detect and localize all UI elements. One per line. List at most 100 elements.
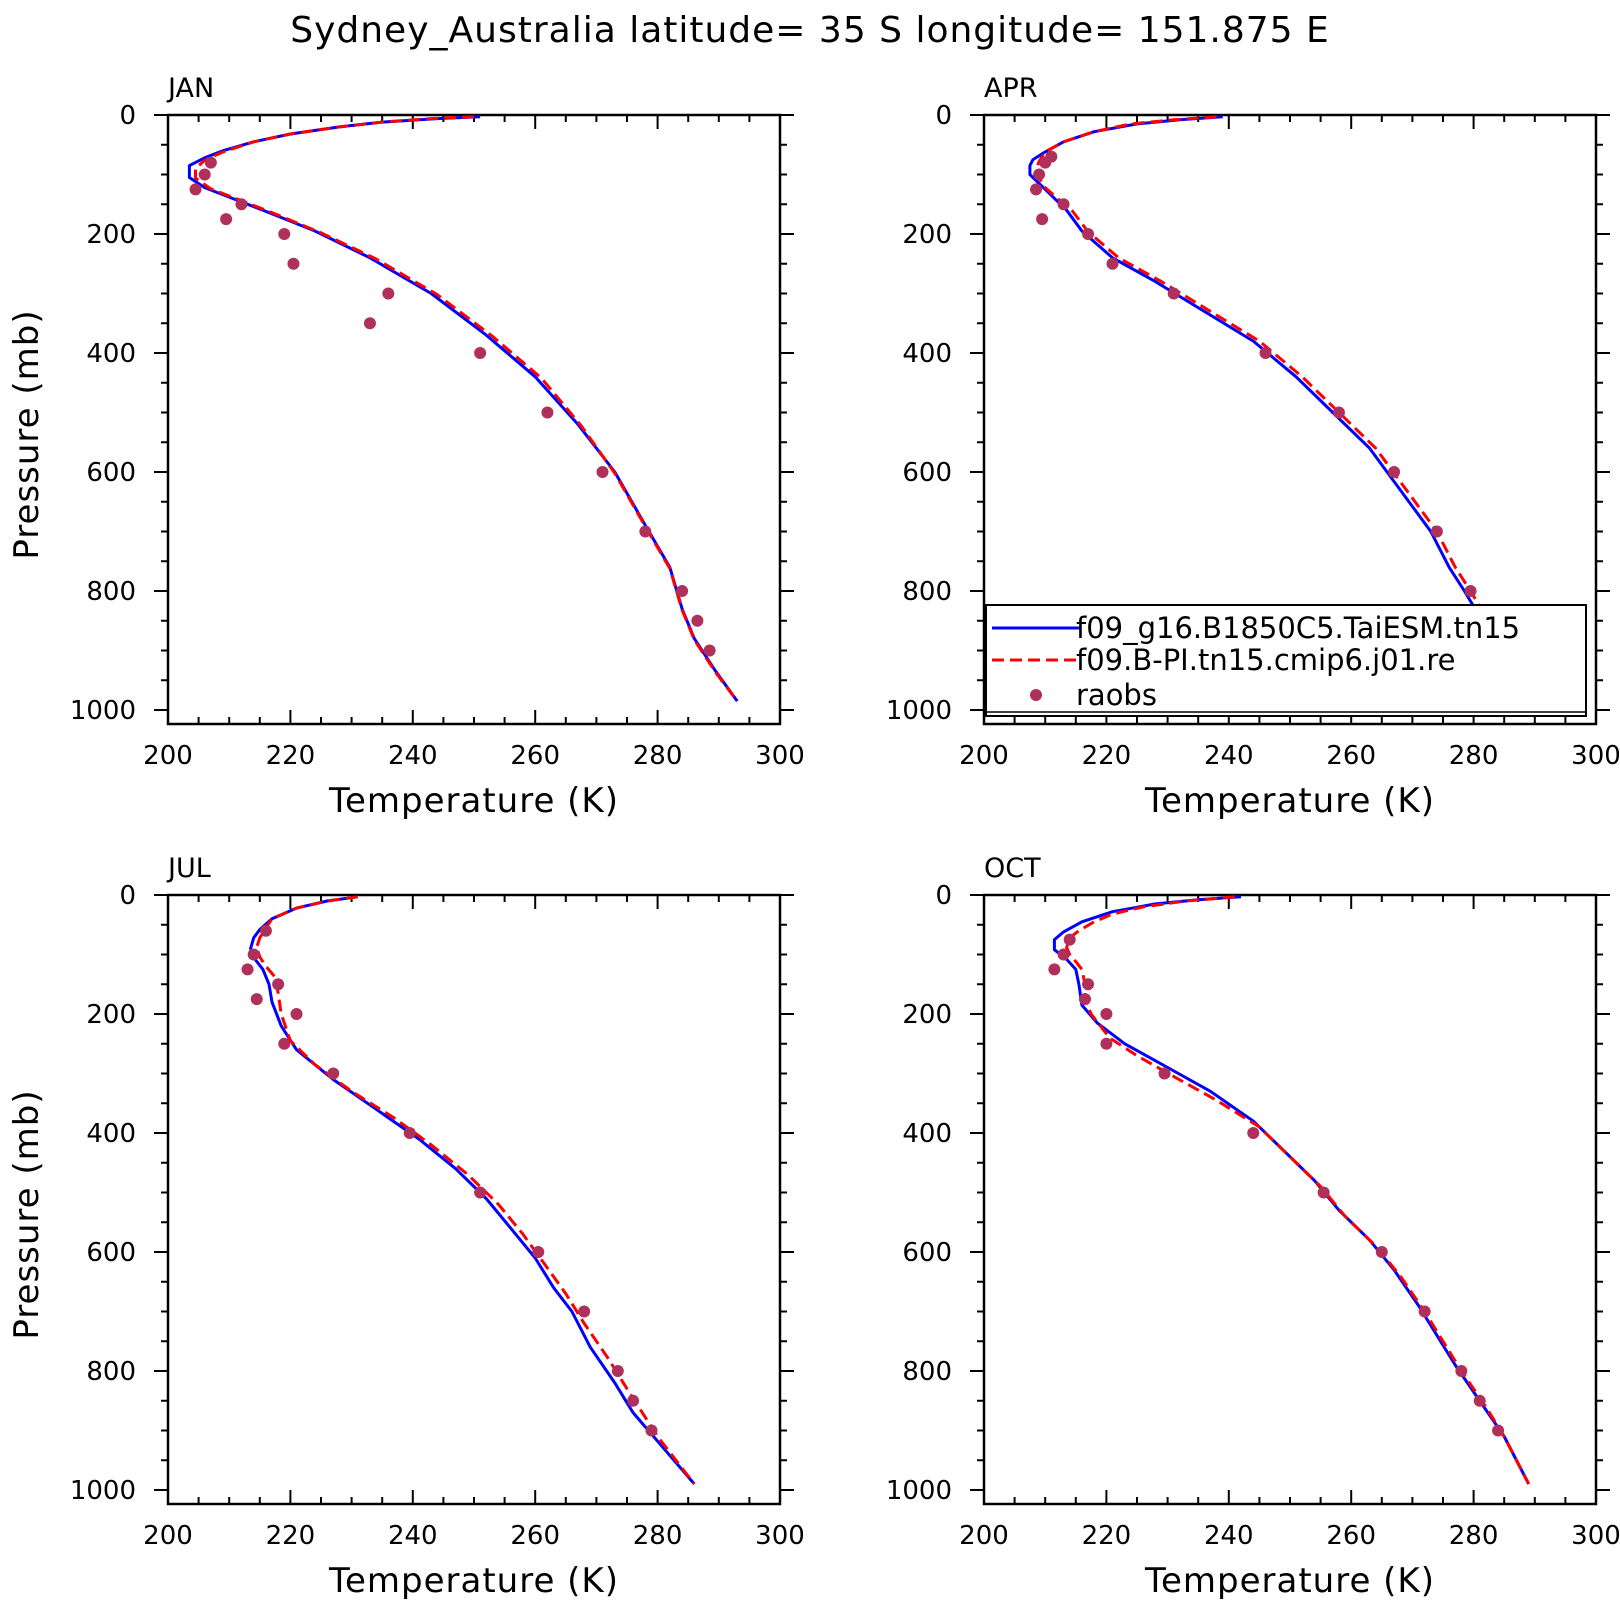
raobs-point [1418,1305,1431,1318]
raobs-point [363,317,376,330]
raobs-point [1473,1394,1486,1407]
raobs-point [382,287,395,300]
raobs-point [1167,287,1180,300]
raobs-point [645,1424,658,1437]
x-tick-label: 220 [1082,1521,1132,1551]
raobs-point [596,466,609,478]
series-line-cmip6 [194,115,739,703]
raobs-point [611,1365,624,1377]
raobs-point [198,168,211,181]
raobs-point [1430,525,1443,538]
y-tick-label: 0 [119,881,136,911]
x-tick-label: 280 [1449,741,1499,771]
y-axis-label: Pressure (mb) [7,309,47,559]
panels-container: JAN 200 220 240 260 280 300 0 200 400 600 800 1000 Te… [7,73,1620,1601]
x-tick-label: 300 [1571,1521,1620,1551]
series-line-cmip6 [1034,115,1543,705]
raobs-point [204,156,217,169]
x-tick-label: 220 [1082,741,1132,771]
raobs-point [235,198,248,211]
y-tick-label: 800 [902,577,952,607]
raobs-point [1082,228,1095,240]
raobs-point [1078,993,1091,1006]
x-tick-label: 200 [143,741,193,771]
x-tick-label: 200 [143,1521,193,1551]
y-tick-label: 400 [86,339,136,369]
raobs-point [703,644,716,657]
panel-oct: OCT 200 220 240 260 280 300 0 200 400 600 800 1000 Te… [886,853,1620,1601]
y-tick-label: 200 [902,220,952,250]
y-tick-label: 400 [86,1119,136,1149]
raobs-point [241,963,254,976]
raobs-point [287,257,300,270]
raobs-point [1106,257,1119,270]
raobs-point [278,228,291,240]
x-tick-label: 240 [388,741,438,771]
x-tick-label: 220 [266,741,316,771]
panel-label: OCT [984,853,1041,884]
raobs-point [1063,933,1076,946]
raobs-point [1317,1186,1330,1199]
raobs-point [1375,1246,1388,1258]
series-group [1048,895,1531,1485]
raobs-point [278,1037,291,1050]
x-tick-label: 260 [1326,741,1376,771]
x-tick-label: 240 [388,1521,438,1551]
raobs-point [247,948,260,961]
x-tick-label: 280 [633,741,683,771]
series-line-taiesm [249,895,696,1485]
raobs-point [639,525,652,538]
raobs-point [1492,1424,1505,1437]
panel-label: JUL [166,853,211,884]
x-tick-label: 260 [1326,1521,1376,1551]
y-tick-label: 800 [86,1357,136,1387]
raobs-point [532,1246,545,1258]
raobs-point [1082,978,1095,991]
panel-label: APR [984,73,1038,104]
y-tick-label: 0 [935,101,952,131]
raobs-point [1039,156,1052,169]
raobs-point [627,1394,640,1407]
y-tick-label: 600 [86,1238,136,1268]
raobs-point [220,213,233,226]
raobs-point [1033,168,1046,181]
raobs-point [1388,466,1401,478]
x-tick-label: 260 [510,741,560,771]
x-axis-label: Temperature (K) [1144,781,1435,821]
x-tick-label: 300 [755,741,805,771]
y-tick-label: 400 [902,339,952,369]
x-axis-label: Temperature (K) [328,1561,619,1601]
raobs-point [1100,1037,1113,1050]
y-tick-label: 1000 [70,1476,136,1506]
legend: f09_g16.B1850C5.TaiESM.tn15f09.B-PI.tn15… [985,604,1587,717]
series-line-cmip6 [1065,895,1531,1485]
raobs-point [1332,406,1345,419]
series-line-cmip6 [255,895,696,1485]
raobs-point [474,347,487,359]
legend-box [985,604,1587,717]
x-tick-label: 200 [959,741,1009,771]
panel-label: JAN [166,73,214,104]
raobs-point [1464,585,1477,597]
y-axis-label: Pressure (mb) [7,1089,47,1339]
raobs-point [1048,963,1061,976]
series-line-taiesm [1052,895,1531,1485]
raobs-point [1057,198,1070,211]
series-group [187,115,739,703]
legend-marker [1030,689,1042,701]
raobs-point [272,978,285,991]
series-line-taiesm [187,115,739,702]
x-axis-label: Temperature (K) [1144,1561,1435,1601]
legend-entry-label: raobs [1076,678,1157,712]
raobs-point [290,1008,303,1020]
raobs-point [1030,183,1043,196]
x-tick-label: 300 [1571,741,1620,771]
x-axis-label: Temperature (K) [328,781,619,821]
y-tick-label: 1000 [886,696,952,726]
figure-title: Sydney_Australia latitude= 35 S longitud… [290,10,1330,51]
legend-entry-label: f09.B-PI.tn15.cmip6.j01.re [1076,643,1455,677]
plot-frame [166,893,782,1506]
plot-frame [982,893,1598,1506]
y-tick-label: 200 [902,1000,952,1030]
